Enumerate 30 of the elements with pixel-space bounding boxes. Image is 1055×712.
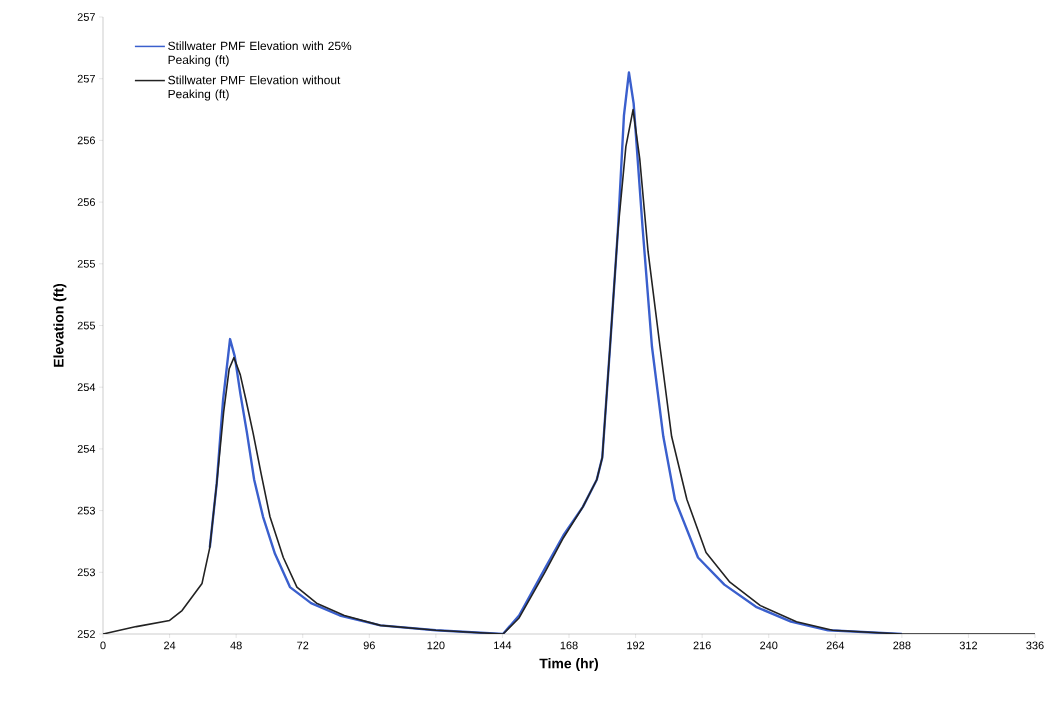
x-tick-label: 24 <box>164 641 176 650</box>
y-tick-label: 255 <box>77 259 96 268</box>
y-tick-label: 257 <box>77 74 95 83</box>
legend-label: Stillwater PMF Elevation with 25% Peaking (ft) <box>168 41 352 67</box>
x-tick-label: 48 <box>230 641 242 650</box>
x-tick-label: 312 <box>959 641 978 650</box>
y-tick-label: 253 <box>77 506 95 515</box>
y-tick-label: 256 <box>77 198 95 206</box>
x-tick-label: 120 <box>427 641 445 650</box>
x-axis-title: Time (hr) <box>539 658 599 672</box>
y-tick-label: 257 <box>77 13 95 21</box>
y-axis-title: Elevation (ft) <box>53 283 67 367</box>
y-tick-label: 254 <box>77 383 96 392</box>
x-tick-label: 264 <box>826 641 845 650</box>
x-tick-label: 72 <box>297 641 309 650</box>
x-tick-label: 192 <box>627 641 645 650</box>
x-tick-label: 96 <box>363 641 375 650</box>
y-tick-label: 254 <box>77 445 96 453</box>
x-tick-label: 336 <box>1026 641 1044 650</box>
y-tick-label: 255 <box>77 321 96 330</box>
x-tick-label: 240 <box>760 641 778 650</box>
y-tick-label: 253 <box>77 568 95 577</box>
y-tick-label: 252 <box>77 630 95 638</box>
x-tick-label: 288 <box>893 641 911 650</box>
x-tick-label: 144 <box>494 641 512 650</box>
legend-label: Stillwater PMF Elevation without Peaking (ft) <box>168 75 341 101</box>
x-tick-label: 0 <box>100 641 106 650</box>
x-tick-label: 168 <box>560 641 578 650</box>
x-tick-label: 216 <box>693 641 711 650</box>
y-tick-label: 256 <box>77 136 95 145</box>
